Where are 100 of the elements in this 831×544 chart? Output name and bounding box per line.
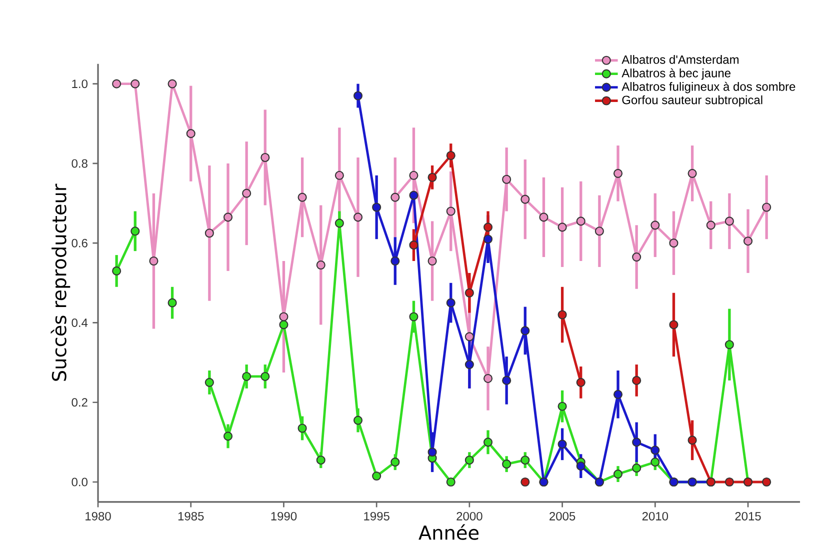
point (428, 172, 437, 182)
point (390, 458, 400, 467)
point (724, 340, 734, 350)
point (706, 220, 716, 230)
y-tick-label: 0.4 (72, 318, 88, 327)
point (242, 372, 252, 382)
point (409, 312, 418, 322)
point (223, 212, 233, 222)
point (520, 194, 530, 204)
point (632, 464, 642, 473)
point (446, 477, 456, 487)
point (464, 360, 474, 370)
point (279, 312, 288, 322)
y-tick-label: 1.0 (72, 80, 88, 88)
x-tick-label: 1995 (364, 512, 390, 520)
x-axis-title: Année (418, 524, 479, 540)
point (316, 456, 326, 465)
point (353, 212, 363, 222)
x-tick-label: 2015 (735, 512, 761, 520)
point (298, 192, 307, 202)
y-tick-label: 0.6 (72, 238, 88, 248)
point (390, 256, 400, 266)
point (298, 424, 307, 433)
y-tick-label: 0.2 (72, 398, 88, 407)
x-tick-label: 1990 (271, 512, 297, 520)
point (464, 456, 474, 465)
point (409, 240, 418, 250)
point (242, 188, 252, 198)
legend-label: Gorfou sauteur subtropical (622, 95, 762, 107)
point (464, 332, 474, 342)
point (502, 174, 512, 184)
point (558, 440, 567, 449)
point (650, 458, 660, 467)
point (483, 222, 493, 232)
point (520, 326, 530, 336)
point (149, 256, 158, 266)
point (409, 190, 418, 200)
point (558, 222, 567, 232)
point (520, 477, 530, 487)
point (576, 216, 586, 226)
point (576, 378, 586, 387)
point (762, 477, 772, 487)
point (372, 202, 382, 212)
point (428, 448, 437, 457)
point (186, 129, 196, 138)
x-tick-label: 2005 (550, 512, 576, 520)
point (502, 460, 512, 469)
x-tick-label: 1980 (86, 512, 111, 520)
point (632, 376, 642, 385)
point (204, 228, 214, 238)
legend-label: Albatros d'Amsterdam (622, 55, 738, 64)
point (279, 320, 288, 330)
point (446, 298, 456, 308)
point (334, 218, 344, 228)
point (576, 462, 586, 471)
point (260, 372, 270, 382)
y-tick-label: 0.0 (72, 478, 88, 486)
point (669, 320, 678, 330)
point (613, 390, 623, 399)
point (353, 416, 363, 425)
y-axis-title: Succès reproducteur (50, 184, 70, 381)
point (688, 436, 697, 445)
point (743, 236, 753, 246)
x-tick-label: 2000 (456, 512, 482, 520)
point (260, 152, 270, 162)
point (594, 226, 604, 236)
point (428, 256, 437, 266)
point (168, 79, 177, 88)
y-tick-label: 0.8 (72, 159, 88, 168)
point (353, 91, 363, 100)
point (632, 252, 642, 262)
point (409, 170, 418, 180)
point (464, 288, 474, 298)
point (372, 471, 382, 481)
point (558, 402, 567, 411)
point (130, 226, 140, 236)
x-tick-label: 1985 (178, 512, 204, 520)
point (558, 310, 567, 320)
point (316, 260, 326, 270)
point (632, 438, 642, 447)
point (502, 376, 512, 385)
x-tick-label: 2010 (642, 512, 668, 520)
point (112, 79, 122, 88)
point (204, 378, 214, 387)
legend-label: Albatros à bec jaune (622, 68, 730, 80)
point (483, 438, 493, 447)
point (539, 212, 548, 222)
point (483, 374, 493, 384)
point (762, 202, 772, 212)
point (724, 477, 734, 487)
point (112, 266, 122, 276)
point (613, 168, 623, 178)
point (446, 206, 456, 216)
point (223, 432, 233, 441)
legend-label: Albatros fuligineux à dos sombre (622, 82, 796, 94)
point (669, 238, 678, 248)
point (446, 150, 456, 160)
point (650, 446, 660, 455)
point (520, 456, 530, 465)
point (168, 298, 177, 308)
